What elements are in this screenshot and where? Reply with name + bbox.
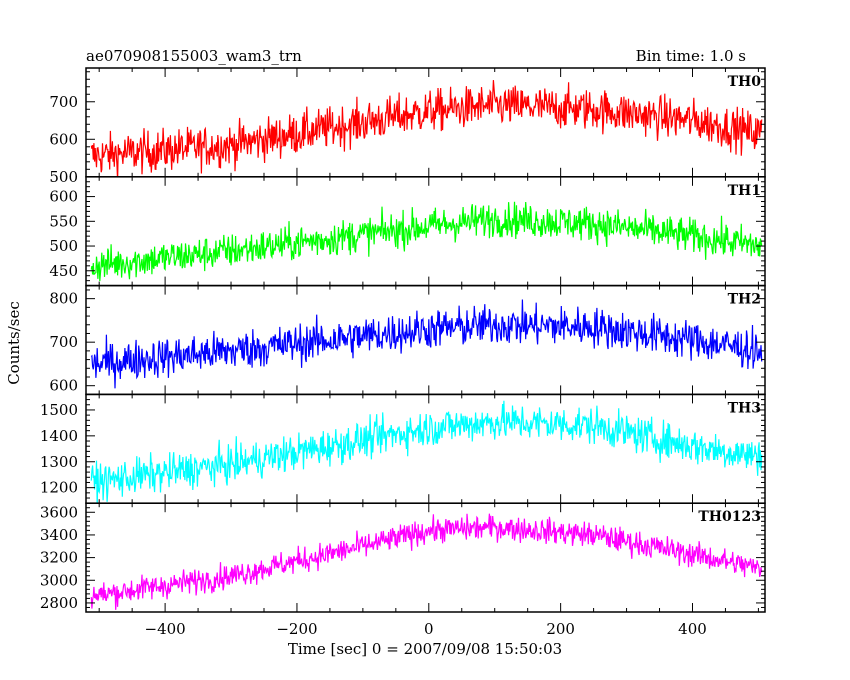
panel-frame — [85, 502, 766, 613]
x-tick-label: −400 — [145, 620, 186, 638]
y-tick-label: 1500 — [40, 401, 78, 419]
x-tick-label: −200 — [276, 620, 317, 638]
bin-time-label: Bin time: 1.0 s — [636, 47, 746, 65]
panel-label: TH0123 — [698, 509, 761, 525]
y-tick-label: 1200 — [40, 479, 78, 497]
y-tick-label: 600 — [49, 130, 78, 148]
x-tick-label: 200 — [546, 620, 575, 638]
series-line-th0 — [90, 80, 763, 177]
y-tick-label: 600 — [49, 188, 78, 206]
x-axis: −400 −200 0 200 400 — [145, 620, 707, 638]
series-line-th2 — [90, 299, 763, 389]
panel-th0: TH0 500 600 700 — [49, 67, 766, 186]
y-tick-label: 3000 — [40, 571, 78, 589]
y-tick-label: 600 — [49, 377, 78, 395]
y-tick-label: 700 — [49, 333, 78, 351]
x-axis-label: Time [sec] 0 = 2007/09/08 15:50:03 — [288, 640, 562, 658]
y-tick-label: 2800 — [40, 594, 78, 612]
y-axis-label: Counts/sec — [5, 301, 23, 385]
y-tick-label: 700 — [49, 93, 78, 111]
y-tick-label: 1400 — [40, 427, 78, 445]
panel-frame — [85, 393, 766, 504]
x-tick-label: 0 — [424, 620, 434, 638]
y-tick-label: 500 — [49, 168, 78, 186]
y-tick-label: 500 — [49, 237, 78, 255]
y-tick-label: 3600 — [40, 503, 78, 521]
chart-title: ae070908155003_wam3_trn — [86, 47, 302, 65]
panel-th1: TH1 450 500 550 600 — [49, 176, 766, 287]
panel-th2: TH2 600 700 800 — [49, 284, 766, 396]
y-tick-label: 1300 — [40, 453, 78, 471]
y-tick-label: 800 — [49, 290, 78, 308]
panel-th3: TH3 1200 1300 1400 1500 — [40, 393, 766, 504]
series-line-th3 — [90, 400, 763, 504]
x-tick-label: 400 — [678, 620, 707, 638]
panel-label: TH2 — [728, 292, 761, 308]
y-tick-label: 3400 — [40, 526, 78, 544]
y-tick-label: 3200 — [40, 549, 78, 567]
panel-label: TH3 — [728, 400, 761, 416]
panel-th0123: TH0123 2800 3000 3200 3400 3600 — [40, 502, 766, 613]
series-line-th0123 — [90, 513, 763, 610]
y-tick-label: 450 — [49, 262, 78, 280]
series-line-th1 — [90, 201, 763, 282]
y-tick-label: 550 — [49, 212, 78, 230]
panel-label: TH1 — [728, 183, 761, 199]
panels-group: TH0500600700TH1450500550600TH2600700800T… — [40, 67, 766, 613]
panel-label: TH0 — [728, 74, 762, 90]
